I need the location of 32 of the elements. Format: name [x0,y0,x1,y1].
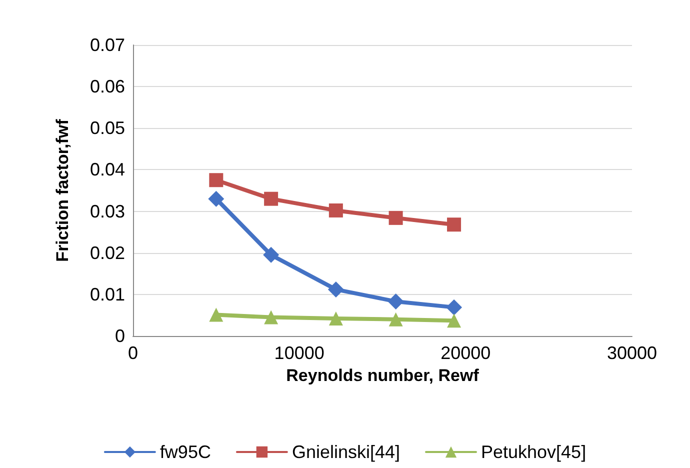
y-tick-label: 0.07 [90,35,125,55]
point [328,312,343,326]
point [446,299,462,316]
point [209,308,224,322]
point [264,192,278,206]
y-tick-label: 0.04 [90,160,125,180]
point [208,190,224,207]
y-tick-label: 0.01 [90,284,125,304]
point [447,218,462,232]
legend-label: fw95C [160,442,211,462]
point [263,246,280,263]
legend-label: Petukhov[45] [481,442,586,462]
point [209,173,224,188]
point [447,314,462,328]
y-tick-label: 0.03 [90,201,125,222]
x-tick-label: 10000 [274,343,324,363]
point [388,312,403,326]
y-tick-label: 0.02 [90,242,125,263]
y-tick-label: 0 [114,326,125,346]
point [264,310,278,324]
y-tick-label: 0.06 [90,76,125,97]
x-tick-label: 20000 [440,343,491,363]
point [388,293,404,310]
point [328,281,344,298]
y-tick-label: 0.05 [90,118,125,138]
x-tick-label: 30000 [606,343,658,363]
y-axis-title: Friction factor,fwf [53,118,72,262]
x-axis-title: Reynolds number, Rewf [286,366,480,385]
x-tick-label: 0 [128,343,138,363]
point [388,210,403,225]
point [328,203,343,218]
legend-label: Gnielinski[44] [292,442,400,462]
